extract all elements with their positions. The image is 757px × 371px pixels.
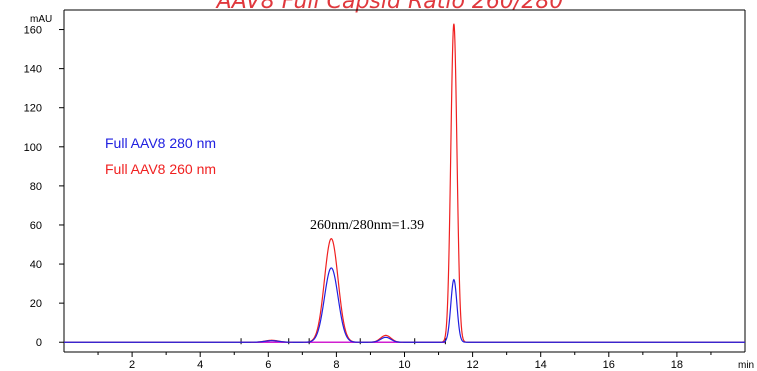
x-tick-label: 4: [197, 359, 203, 371]
x-tick-label: 6: [265, 359, 271, 371]
y-tick-label: 20: [30, 298, 42, 310]
y-tick-label: 40: [30, 259, 42, 271]
series-line-260: [64, 23, 745, 343]
x-tick-label: 18: [671, 359, 683, 371]
x-tick-label: 2: [129, 359, 135, 371]
ratio-annotation: 260nm/280nm=1.39: [310, 218, 424, 233]
legend-entry-280: Full AAV8 280 nm: [105, 135, 216, 151]
chart-title: AAV8 Full Capsid Ratio 260/280: [215, 0, 564, 14]
x-tick-label: 8: [333, 359, 339, 371]
y-tick-label: 100: [24, 142, 42, 154]
x-axis-label: min: [738, 360, 754, 371]
x-tick-label: 10: [398, 359, 410, 371]
x-tick-label: 16: [603, 359, 615, 371]
axis-ticks: 0 20 40 60 80 100 120 140 160 2 4 6 8 10 12 14 16 18: [24, 25, 712, 371]
y-axis-label: mAU: [30, 14, 52, 25]
legend-entry-260: Full AAV8 260 nm: [105, 161, 216, 177]
x-tick-label: 12: [466, 359, 478, 371]
y-tick-label: 60: [30, 220, 42, 232]
plot-frame: [63, 9, 746, 353]
series-line-280: [64, 267, 745, 343]
y-tick-label: 160: [24, 25, 42, 37]
y-tick-label: 120: [24, 103, 42, 115]
y-tick-label: 140: [24, 64, 42, 76]
y-tick-label: 80: [30, 181, 42, 193]
y-tick-label: 0: [36, 337, 42, 349]
x-tick-label: 14: [535, 359, 547, 371]
series-lines: [64, 23, 745, 343]
